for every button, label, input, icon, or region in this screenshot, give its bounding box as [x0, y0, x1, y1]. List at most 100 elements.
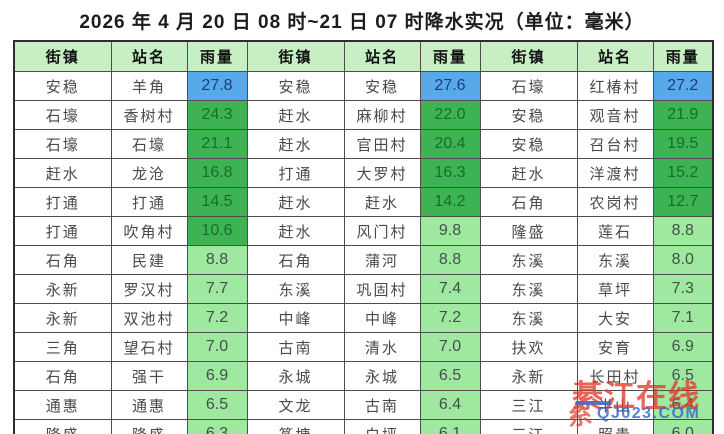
station-cell: 红椿村	[576, 71, 654, 101]
station-header: 站名	[576, 40, 654, 72]
station-cell: 民建	[110, 245, 188, 275]
station-cell: 罗汉村	[110, 274, 188, 304]
town-cell: 中峰	[246, 303, 345, 333]
station-cell: 强干	[110, 361, 188, 391]
rain-cell: 7.2	[419, 303, 481, 333]
station-cell: 吹角村	[110, 216, 188, 246]
rain-cell: 12.7	[652, 187, 714, 217]
rain-cell: 9.8	[419, 216, 481, 246]
town-cell: 三江	[479, 419, 578, 434]
station-cell: 羊角	[110, 71, 188, 101]
town-cell: 石壕	[479, 71, 578, 101]
town-cell: 打通	[13, 216, 112, 246]
rain-header: 雨量	[652, 40, 714, 72]
town-cell: 篆塘	[246, 419, 345, 434]
town-cell: 东溪	[246, 274, 345, 304]
town-cell: 石角	[13, 245, 112, 275]
rain-cell: 27.6	[419, 71, 481, 101]
rain-cell: 19.5	[652, 129, 714, 159]
town-cell: 石角	[246, 245, 345, 275]
rain-cell: 6.5	[186, 390, 248, 420]
station-cell: 洋渡村	[576, 158, 654, 188]
rain-cell: 22.0	[419, 100, 481, 130]
table-row: 石角 民建 8.8 石角 蒲河 8.8 东溪 东溪 8.0	[13, 245, 714, 275]
rain-cell: 14.5	[186, 187, 248, 217]
rain-header: 雨量	[419, 40, 481, 72]
rainfall-table: 街镇 站名 雨量 街镇 站名 雨量 街镇 站名 雨量 安稳 羊角 27.8 安稳 安稳 27.6 石壕 红椿村…	[13, 40, 714, 434]
station-cell: 大安	[576, 303, 654, 333]
station-header: 站名	[110, 40, 188, 72]
rain-cell: 6.9	[652, 332, 714, 362]
station-cell: 农岗村	[576, 187, 654, 217]
rain-cell: 16.8	[186, 158, 248, 188]
station-cell: 大罗村	[343, 158, 421, 188]
rain-cell: 7.0	[186, 332, 248, 362]
town-cell: 古南	[246, 332, 345, 362]
rain-cell: 7.3	[652, 274, 714, 304]
town-header: 街镇	[246, 40, 345, 72]
station-cell: 龙沧	[110, 158, 188, 188]
station-cell: 东溪	[576, 245, 654, 275]
rain-cell: 7.2	[186, 303, 248, 333]
rain-cell: 6.5	[419, 361, 481, 391]
town-cell: 石壕	[13, 100, 112, 130]
station-cell: 清水	[343, 332, 421, 362]
table-row: 隆盛隆盛6.3篆塘白坪6.1三江照贵6.0	[13, 419, 714, 434]
table-row: 永新 罗汉村 7.7 东溪 巩固村 7.4 东溪 草坪 7.3	[13, 274, 714, 304]
station-cell: 古南	[343, 390, 421, 420]
town-cell: 赶水	[479, 158, 578, 188]
town-cell: 三角	[13, 332, 112, 362]
table-row: 石壕 香树村 24.3 赶水 麻柳村 22.0 安稳 观音村 21.9	[13, 100, 714, 130]
town-cell: 永城	[246, 361, 345, 391]
rain-cell: 27.2	[652, 71, 714, 101]
rain-cell: 6.3	[186, 419, 248, 434]
town-cell: 赶水	[246, 216, 345, 246]
rain-cell: 20.4	[419, 129, 481, 159]
station-cell: 半山	[576, 390, 654, 420]
station-cell: 白坪	[343, 419, 421, 434]
rain-cell: 6.9	[186, 361, 248, 391]
rain-cell: 6.1	[419, 419, 481, 434]
rain-cell: 14.2	[419, 187, 481, 217]
town-cell: 赶水	[13, 158, 112, 188]
station-cell: 草坪	[576, 274, 654, 304]
table-row: 打通 打通 14.5 赶水 赶水 14.2 石角 农岗村 12.7	[13, 187, 714, 217]
town-header: 街镇	[479, 40, 578, 72]
header-row: 街镇 站名 雨量 街镇 站名 雨量 街镇 站名 雨量	[13, 40, 714, 72]
station-cell: 莲石	[576, 216, 654, 246]
town-cell: 赶水	[246, 187, 345, 217]
town-cell: 永新	[13, 303, 112, 333]
town-cell: 赶水	[246, 100, 345, 130]
station-cell: 风门村	[343, 216, 421, 246]
town-header: 街镇	[13, 40, 112, 72]
station-cell: 打通	[110, 187, 188, 217]
town-cell: 安稳	[246, 71, 345, 101]
station-cell: 召台村	[576, 129, 654, 159]
rain-cell: 7.4	[419, 274, 481, 304]
station-cell: 石壕	[110, 129, 188, 159]
town-cell: 安稳	[479, 100, 578, 130]
rain-cell: 10.6	[186, 216, 248, 246]
station-cell: 长田村	[576, 361, 654, 391]
station-cell: 安稳	[343, 71, 421, 101]
town-cell: 赶水	[246, 129, 345, 159]
station-cell: 永城	[343, 361, 421, 391]
station-cell: 香树村	[110, 100, 188, 130]
rain-cell: 8.8	[186, 245, 248, 275]
station-cell: 通惠	[110, 390, 188, 420]
town-cell: 安稳	[13, 71, 112, 101]
rain-cell: 8.8	[652, 216, 714, 246]
rain-cell: 6.4	[419, 390, 481, 420]
rain-cell: 7.1	[652, 303, 714, 333]
town-cell: 打通	[246, 158, 345, 188]
town-cell: 石角	[13, 361, 112, 391]
station-cell: 巩固村	[343, 274, 421, 304]
station-cell: 双池村	[110, 303, 188, 333]
rain-cell: 6.4	[652, 390, 714, 420]
town-cell: 安稳	[479, 129, 578, 159]
town-cell: 永新	[479, 361, 578, 391]
station-cell: 安育	[576, 332, 654, 362]
town-cell: 三江	[479, 390, 578, 420]
rain-cell: 21.1	[186, 129, 248, 159]
table-row: 永新 双池村 7.2 中峰 中峰 7.2 东溪 大安 7.1	[13, 303, 714, 333]
